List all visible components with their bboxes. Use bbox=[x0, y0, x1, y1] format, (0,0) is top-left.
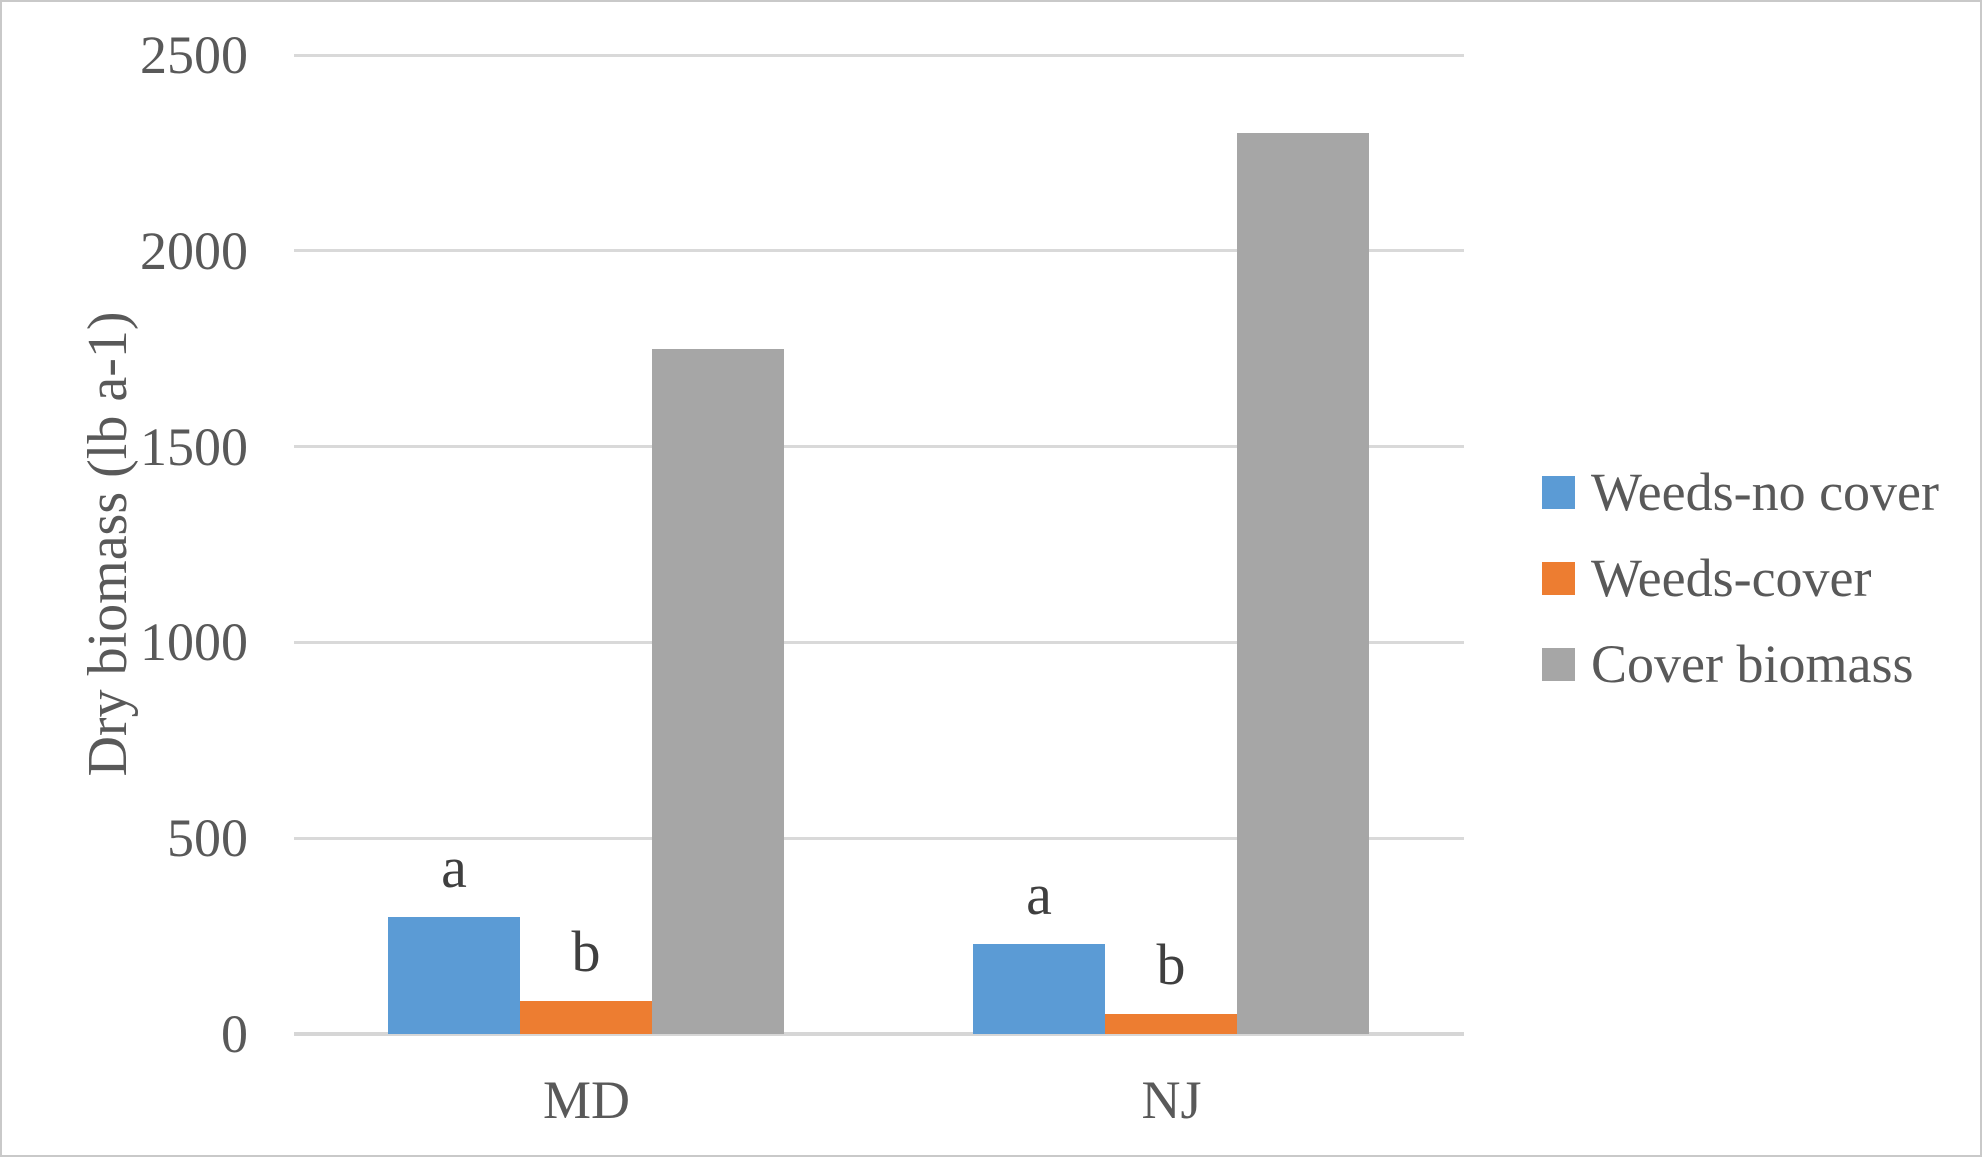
y-tick-label-500: 500 bbox=[167, 808, 248, 869]
gridline-2000 bbox=[294, 249, 1464, 253]
bar-weeds-cover-md bbox=[520, 1001, 652, 1034]
legend-item-weeds-cover: Weeds-cover bbox=[1542, 550, 1939, 606]
gridline-2500 bbox=[294, 53, 1464, 57]
bar-annotation-nj-a: a bbox=[1026, 862, 1052, 927]
bar-weeds-no-cover-md bbox=[388, 917, 520, 1034]
legend-label-weeds-cover: Weeds-cover bbox=[1591, 548, 1872, 608]
bar-weeds-no-cover-nj bbox=[973, 944, 1105, 1034]
bar-annotation-nj-b: b bbox=[1156, 932, 1186, 997]
legend-label-weeds-no-cover: Weeds-no cover bbox=[1591, 462, 1939, 522]
legend-item-weeds-no-cover: Weeds-no cover bbox=[1542, 464, 1939, 520]
y-tick-label-1500: 1500 bbox=[140, 416, 248, 477]
legend-item-cover-biomass: Cover biomass bbox=[1542, 636, 1939, 692]
y-tick-label-0: 0 bbox=[221, 1004, 248, 1064]
plot-area: a b a b bbox=[294, 53, 1464, 1036]
legend-swatch-cover-biomass bbox=[1542, 647, 1575, 681]
legend-swatch-weeds-no-cover bbox=[1542, 475, 1575, 509]
y-tick-label-2000: 2000 bbox=[140, 220, 248, 281]
bar-weeds-cover-nj bbox=[1105, 1014, 1237, 1034]
x-axis-line bbox=[294, 1032, 1464, 1036]
category-label-md: MD bbox=[542, 1070, 630, 1130]
bar-cover-biomass-nj bbox=[1237, 133, 1369, 1034]
y-tick-label-1000: 1000 bbox=[140, 612, 248, 673]
legend-swatch-weeds-cover bbox=[1542, 561, 1575, 595]
legend: Weeds-no cover Weeds-cover Cover biomass bbox=[1542, 464, 1939, 722]
y-axis-title: Dry biomass (lb a-1) bbox=[77, 311, 139, 777]
legend-label-cover-biomass: Cover biomass bbox=[1591, 634, 1914, 694]
bar-cover-biomass-md bbox=[652, 349, 784, 1034]
gridline-500 bbox=[294, 836, 1464, 840]
category-label-nj: NJ bbox=[1141, 1070, 1202, 1130]
y-tick-label-2500: 2500 bbox=[140, 25, 248, 85]
bar-annotation-md-a: a bbox=[441, 835, 467, 900]
bar-annotation-md-b: b bbox=[571, 919, 601, 984]
gridline-1500 bbox=[294, 445, 1464, 449]
gridline-1000 bbox=[294, 640, 1464, 644]
